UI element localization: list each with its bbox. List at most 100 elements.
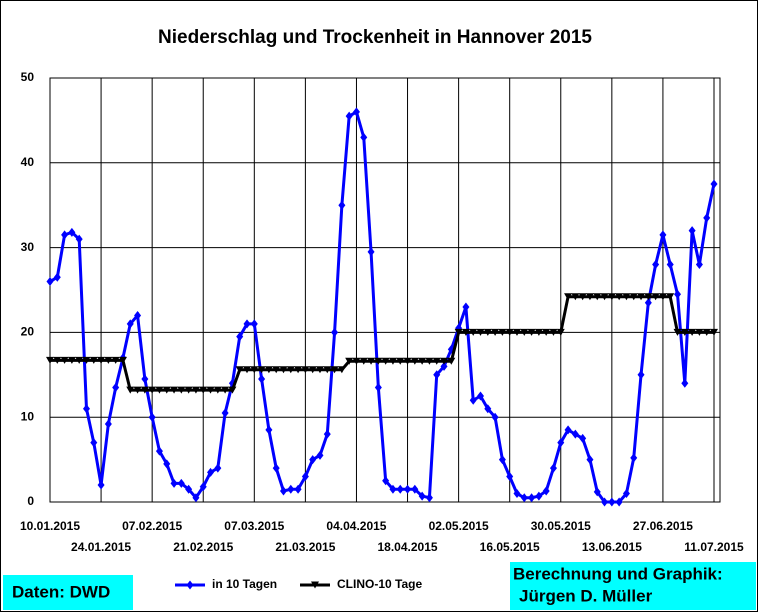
marker [418, 357, 427, 365]
marker [601, 497, 609, 507]
marker [264, 366, 273, 374]
marker [186, 580, 194, 590]
marker [60, 356, 69, 364]
marker [477, 391, 485, 401]
marker [111, 356, 120, 364]
marker [199, 482, 207, 492]
marker [382, 476, 390, 486]
plot-area [49, 77, 721, 503]
source-box [3, 575, 133, 610]
marker [528, 493, 536, 503]
marker [608, 497, 616, 507]
marker [542, 328, 551, 336]
marker [287, 484, 295, 494]
marker [126, 319, 134, 329]
marker [192, 493, 200, 503]
marker [622, 489, 630, 499]
marker [607, 293, 616, 301]
marker [629, 293, 638, 301]
marker [89, 356, 98, 364]
marker [140, 386, 149, 394]
marker [549, 463, 557, 473]
marker [75, 234, 83, 244]
marker [710, 328, 718, 336]
x-tick-label: 30.05.2015 [531, 519, 591, 533]
marker [294, 484, 302, 494]
marker [483, 328, 492, 336]
marker [337, 366, 346, 374]
marker [688, 328, 697, 336]
marker [476, 328, 485, 336]
marker [404, 484, 412, 494]
source-text: Daten: DWD [12, 582, 110, 601]
marker [549, 328, 558, 336]
marker [680, 328, 689, 336]
marker [323, 366, 332, 374]
marker [97, 480, 105, 490]
x-tick-label: 18.04.2015 [378, 540, 438, 554]
marker [61, 230, 69, 240]
marker [512, 328, 521, 336]
marker [75, 356, 84, 364]
y-tick-label: 20 [21, 325, 35, 339]
marker [527, 328, 536, 336]
marker [585, 293, 594, 301]
marker [53, 272, 61, 282]
y-tick-label: 50 [21, 70, 35, 84]
marker [97, 356, 106, 364]
marker [311, 581, 319, 589]
x-tick-label: 21.03.2015 [275, 540, 335, 554]
marker [214, 463, 222, 473]
marker [615, 293, 624, 301]
marker [207, 467, 215, 477]
x-tick-label: 21.02.2015 [173, 540, 233, 554]
marker [534, 328, 543, 336]
x-tick-label: 04.04.2015 [326, 519, 386, 533]
marker [323, 429, 331, 439]
marker [308, 366, 317, 374]
marker [236, 332, 244, 342]
marker [228, 386, 237, 394]
x-tick-label: 07.02.2015 [122, 519, 182, 533]
marker [396, 357, 405, 365]
marker [359, 357, 368, 365]
marker [703, 213, 711, 223]
marker [258, 374, 266, 384]
marker [367, 357, 376, 365]
marker [177, 386, 186, 394]
marker [520, 328, 529, 336]
marker [345, 111, 353, 121]
marker [235, 366, 244, 374]
marker [279, 486, 287, 496]
credit-box [510, 562, 756, 610]
marker [484, 404, 492, 414]
marker [286, 366, 295, 374]
marker [294, 366, 303, 374]
marker [571, 293, 580, 301]
x-tick-label: 02.05.2015 [429, 519, 489, 533]
marker [389, 484, 397, 494]
marker [615, 497, 623, 507]
marker [644, 298, 652, 308]
marker [191, 386, 200, 394]
marker [491, 412, 499, 422]
marker [498, 328, 507, 336]
marker [658, 293, 667, 301]
marker [199, 386, 208, 394]
marker [491, 328, 500, 336]
marker [411, 484, 419, 494]
marker [461, 328, 470, 336]
marker [425, 357, 434, 365]
marker [309, 455, 317, 465]
marker [600, 293, 609, 301]
marker [243, 366, 252, 374]
marker [695, 328, 704, 336]
marker [184, 386, 193, 394]
marker [673, 328, 682, 336]
marker [396, 484, 404, 494]
marker [352, 357, 361, 365]
marker [505, 328, 514, 336]
marker [162, 386, 171, 394]
marker [148, 386, 157, 394]
marker [579, 433, 587, 443]
